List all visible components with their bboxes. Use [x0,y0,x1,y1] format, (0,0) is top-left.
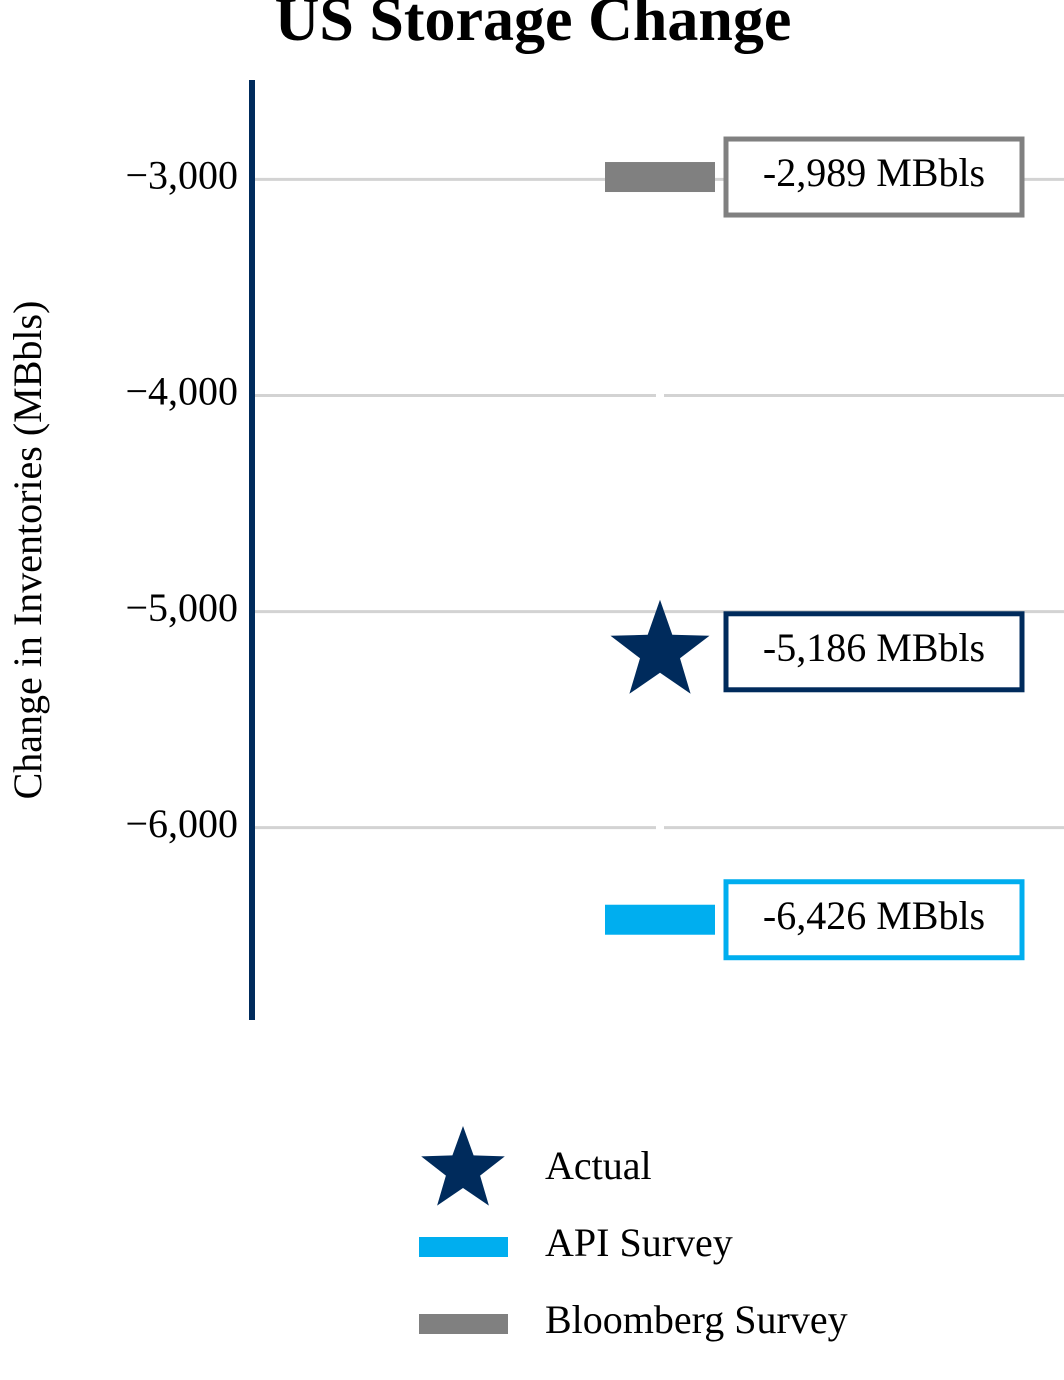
y-tick-label: −4,000 [125,369,238,414]
chart-title: US Storage Change [275,0,792,54]
y-axis-label: Change in Inventories (MBbls) [5,301,50,800]
legend-swatch [419,1314,508,1334]
value-label-box [723,611,1025,693]
bar-marker [605,162,715,193]
y-tick-label: −5,000 [125,585,238,630]
legend-label: API Survey [545,1220,733,1265]
bar-marker [605,904,715,935]
value-label-box [723,879,1025,961]
value-label-box [723,136,1025,218]
star-marker [610,599,710,694]
value-label: -2,989 MBbls [763,150,985,195]
legend-label: Bloomberg Survey [545,1297,848,1342]
legend-swatch [419,1237,508,1257]
value-label: -5,186 MBbls [763,625,985,670]
y-tick-label: −6,000 [125,801,238,846]
value-label: -6,426 MBbls [763,893,985,938]
legend-swatch [421,1126,505,1206]
y-tick-label: −3,000 [125,153,238,198]
legend-label: Actual [545,1143,652,1188]
